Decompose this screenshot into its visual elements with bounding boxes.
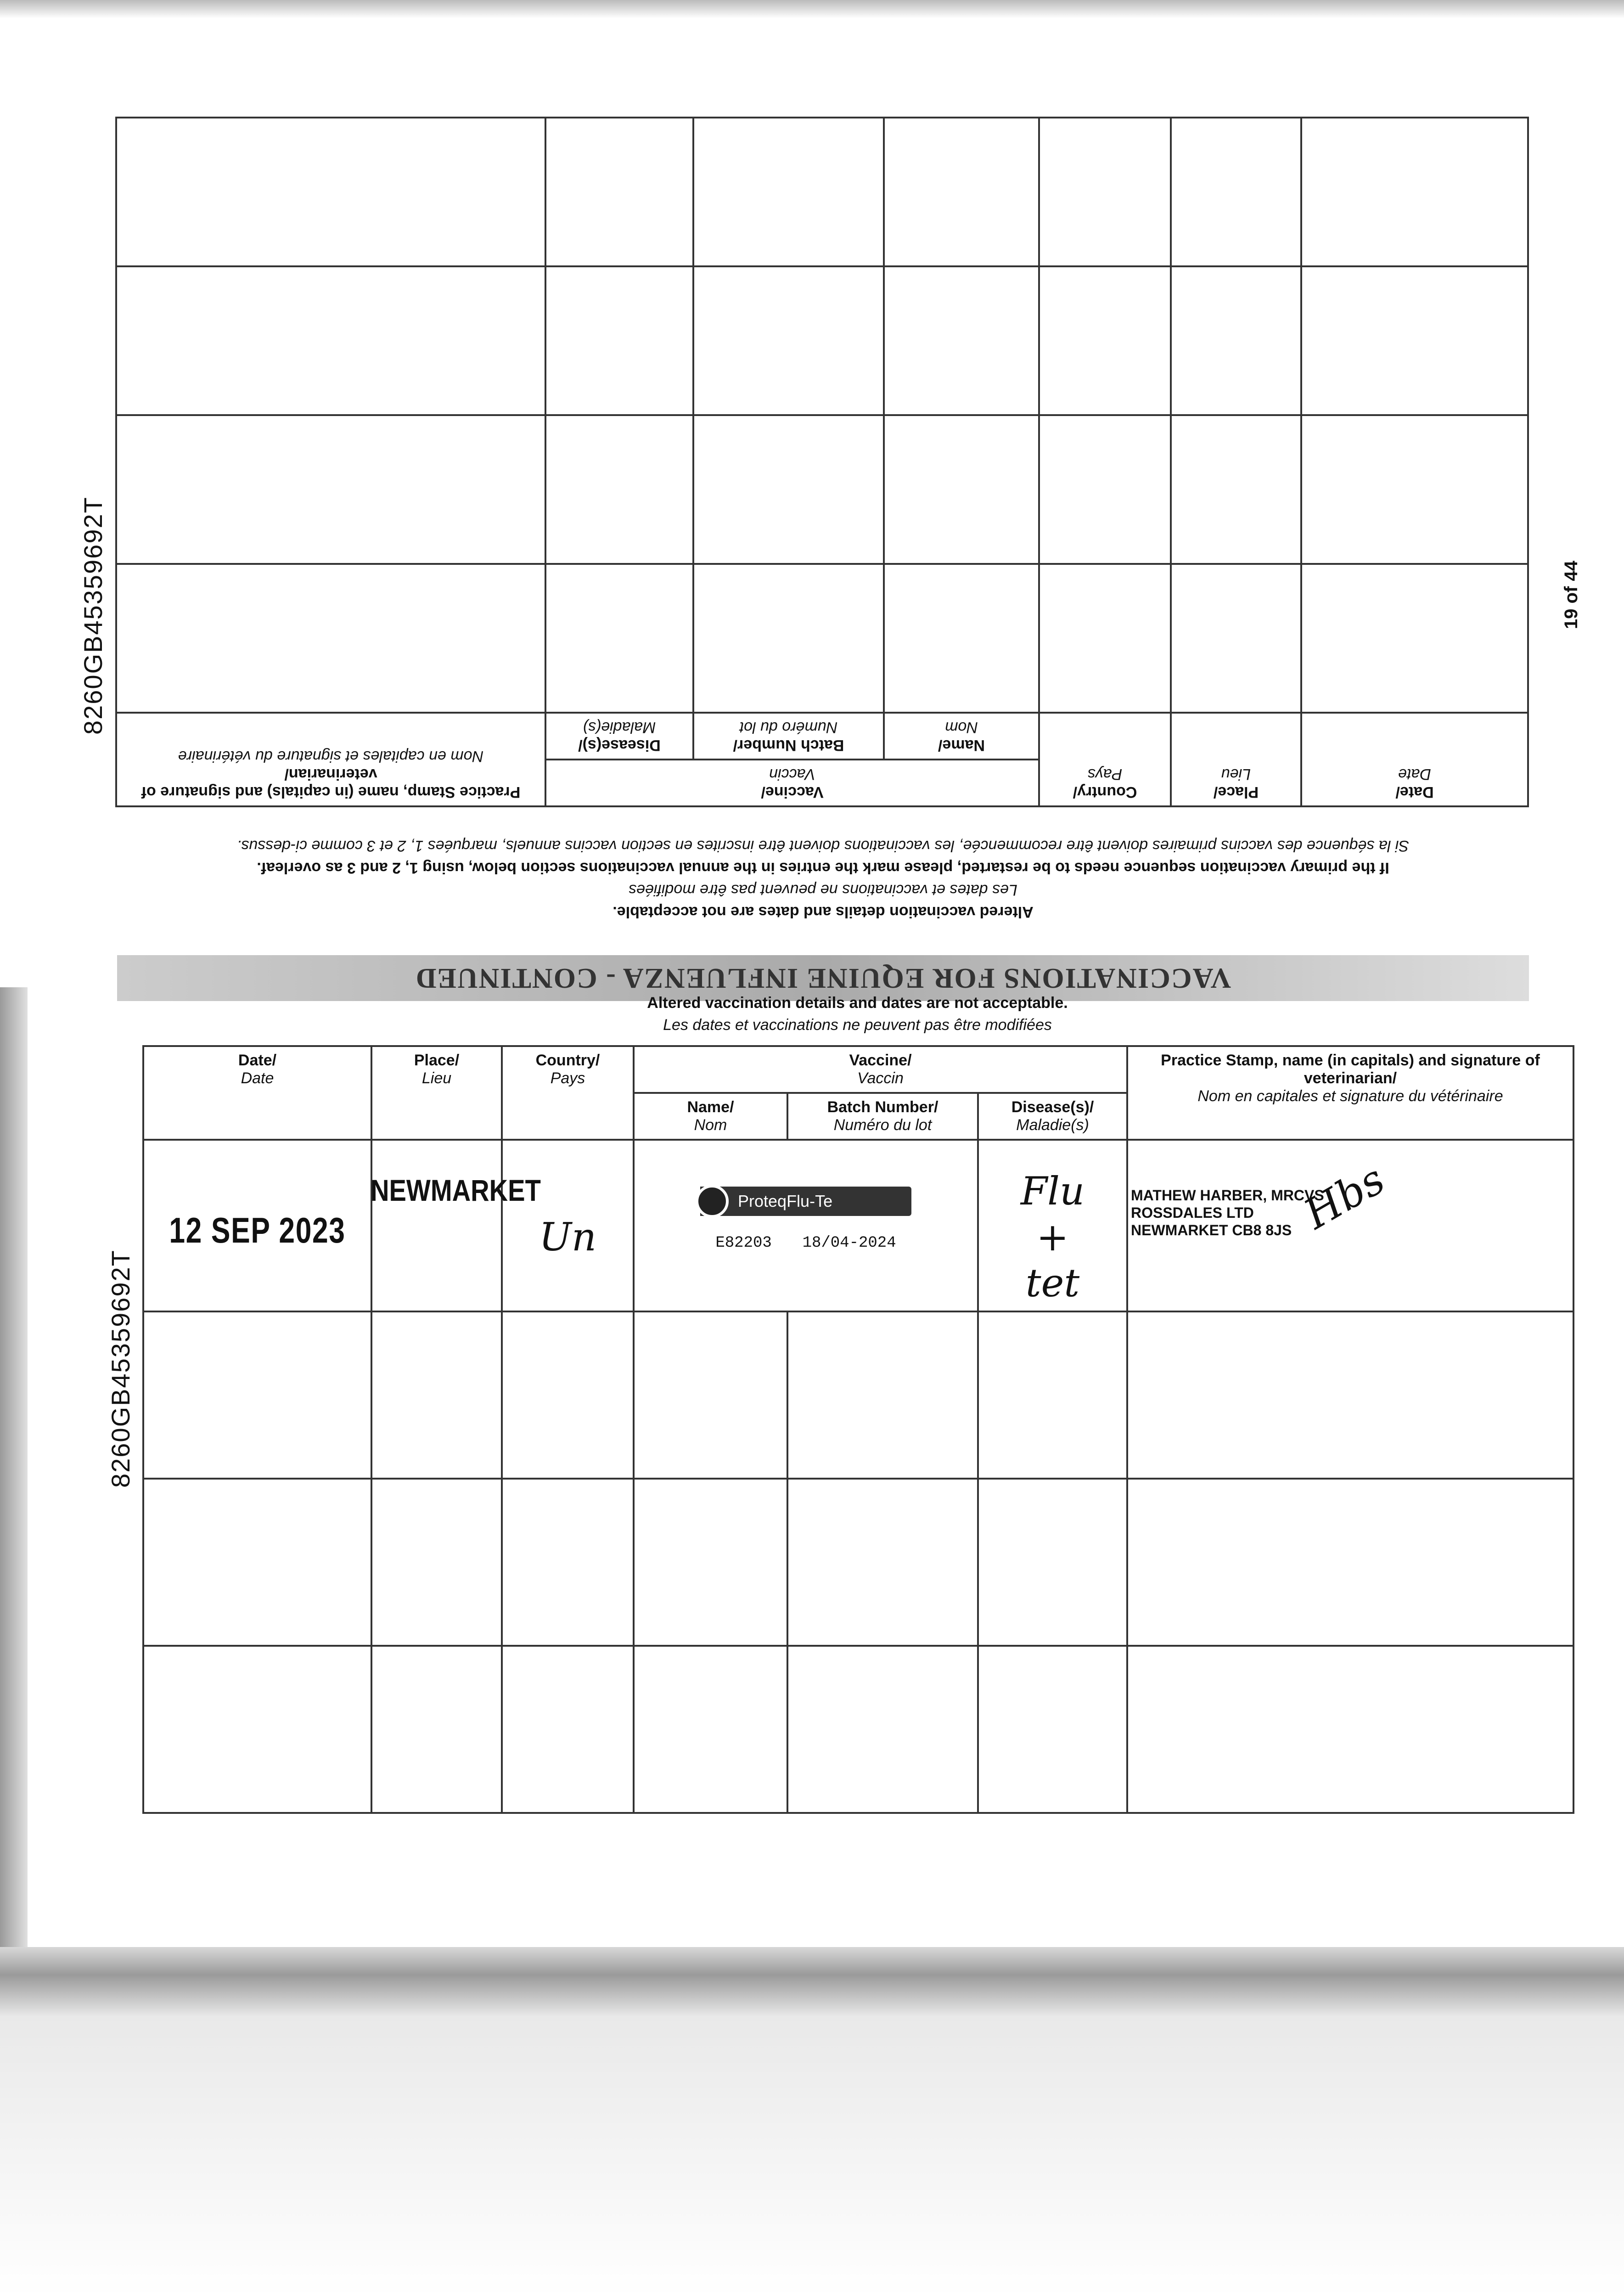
date-stamp: 12 SEP 2023 — [169, 1210, 346, 1250]
country-handwritten: Un — [539, 1215, 596, 1260]
header-practice: Practice Stamp, name (in capitals) and s… — [116, 713, 545, 806]
cell-place: NEWMARKET — [371, 1139, 541, 1312]
table-row — [142, 1478, 1574, 1647]
place-stamp: NEWMARKET — [371, 1173, 541, 1207]
header-date: Date/Date — [142, 1045, 372, 1141]
current-page-notes: Altered vaccination details and dates ar… — [142, 992, 1573, 1036]
header-place: Place/Lieu — [371, 1045, 503, 1141]
brand-logo-icon — [696, 1185, 729, 1218]
table-row — [116, 118, 1528, 266]
header-batch: Batch Number/Numéro du lot — [693, 713, 884, 760]
previous-vaccination-table: Date/Date Place/Lieu Country/Pays Vaccin… — [115, 117, 1529, 807]
side-id-bottom: 8260GB45359692T — [106, 1249, 135, 1488]
disease-handwritten: Flu + tet — [1020, 1169, 1085, 1306]
cell-practice: MATHEW HARBER, MRCVS ROSSDALES LTD NEWMARK… — [1126, 1139, 1574, 1312]
header-date: Date/Date — [1301, 713, 1528, 806]
table-row — [142, 1311, 1574, 1480]
previous-page-upside-down: VACCINATIONS FOR EQUINE INFLUENZA - CONT… — [115, 92, 1529, 1001]
table-row — [142, 1645, 1574, 1814]
header-place: Place/Lieu — [1171, 713, 1301, 806]
header-name: Name/Nom — [633, 1092, 788, 1141]
altered-note: Altered vaccination details and dates ar… — [613, 903, 1034, 921]
table-row — [116, 266, 1528, 415]
restart-note-fr: Si la séquence des vaccins primaires doi… — [236, 837, 1410, 855]
header-vaccine: Vaccine/Vaccin — [545, 760, 1039, 806]
header-vaccine: Vaccine/Vaccin — [633, 1045, 1128, 1094]
vaccination-table: Date/Date Place/Lieu Country/Pays Vaccin… — [142, 1045, 1574, 1814]
scan-top-edge — [0, 0, 1624, 18]
cell-vaccine-sticker: ProteqFlu-Te E82203 18/04-2024 — [633, 1139, 979, 1312]
cell-disease: Flu + tet — [977, 1139, 1128, 1312]
vaccine-brand: ProteqFlu-Te — [738, 1192, 833, 1210]
scan-bottom-edge — [0, 1947, 1624, 2296]
vaccine-sticker: ProteqFlu-Te E82203 18/04-2024 — [696, 1185, 911, 1252]
cell-country: Un — [501, 1139, 635, 1312]
table-row-entry: 12 SEP 2023 NEWMARKET Un ProteqFlu-Te E8… — [142, 1139, 1574, 1312]
side-id-top: 8260GB45359692T — [79, 496, 107, 735]
cell-date: 12 SEP 2023 — [142, 1139, 372, 1312]
altered-note: Altered vaccination details and dates ar… — [647, 994, 1068, 1012]
altered-note-fr: Les dates et vaccinations ne peuvent pas… — [663, 1016, 1052, 1034]
header-country: Country/Pays — [1039, 713, 1171, 806]
header-disease: Disease(s)/Maladie(s) — [545, 713, 693, 760]
header-country: Country/Pays — [501, 1045, 635, 1141]
altered-note-fr: Les dates et vaccinations ne peuvent pas… — [629, 881, 1017, 899]
header-batch: Batch Number/Numéro du lot — [787, 1092, 979, 1141]
restart-note: If the primary vaccination sequence need… — [257, 859, 1389, 877]
header-practice: Practice Stamp, name (in capitals) and s… — [1126, 1045, 1574, 1141]
previous-page-notes: Altered vaccination details and dates ar… — [117, 835, 1529, 923]
expiry-date: 18/04-2024 — [802, 1234, 896, 1252]
vet-stamp: MATHEW HARBER, MRCVS ROSSDALES LTD NEWMARK… — [1131, 1187, 1324, 1238]
header-name: Name/Nom — [884, 713, 1039, 760]
page-number: 19 of 44 — [1561, 561, 1581, 629]
table-row — [116, 564, 1528, 713]
header-disease: Disease(s)/Maladie(s) — [977, 1092, 1128, 1141]
table-row — [116, 415, 1528, 564]
batch-number: E82203 — [715, 1234, 772, 1252]
current-page: Altered vaccination details and dates ar… — [142, 992, 1574, 1814]
